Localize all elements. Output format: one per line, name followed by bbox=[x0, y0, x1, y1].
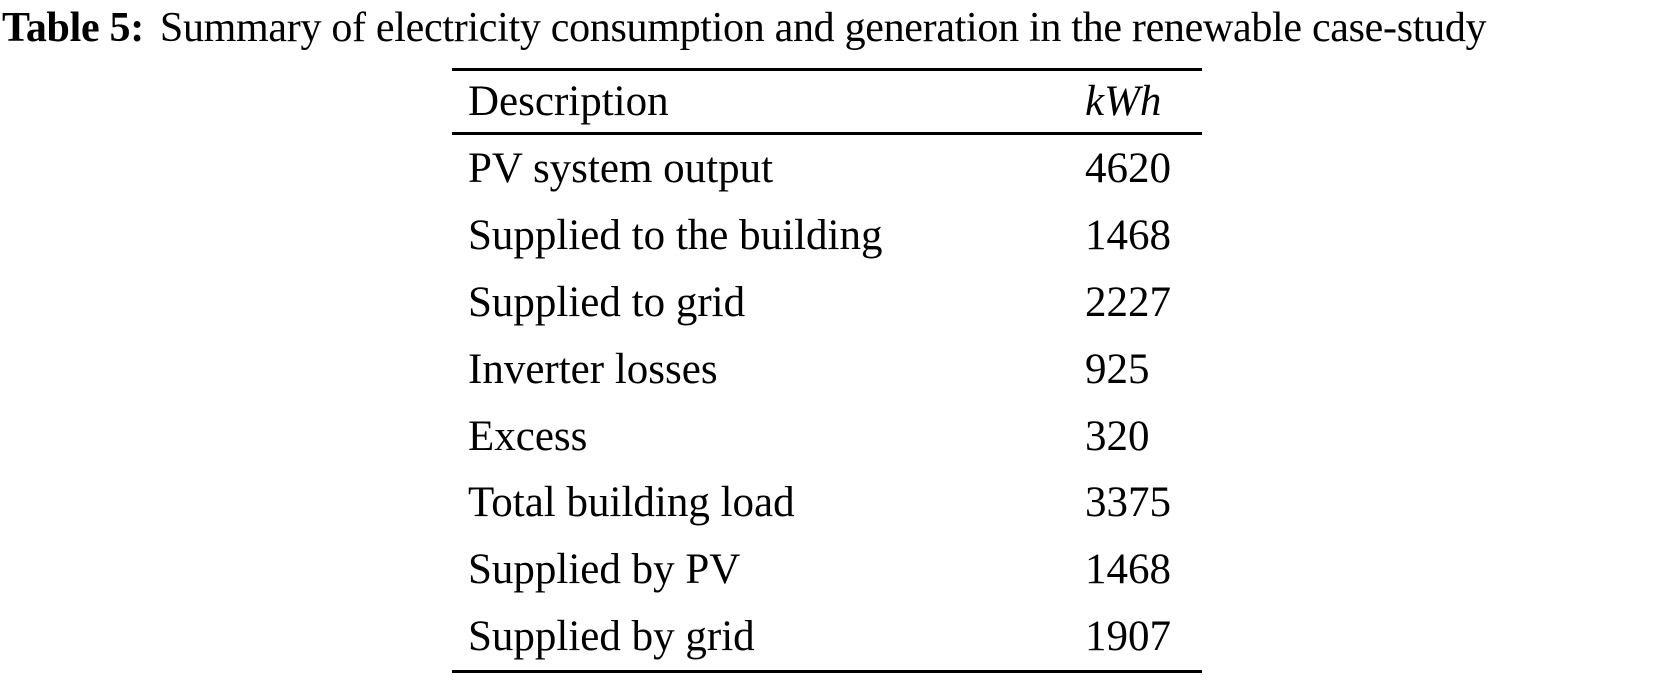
row-description: Supplied to grid bbox=[468, 278, 746, 326]
table-header-row: Description kWh bbox=[452, 71, 1202, 135]
row-value: 1468 bbox=[1085, 546, 1171, 594]
table-row: Inverter losses 925 bbox=[452, 336, 1202, 403]
row-value: 3375 bbox=[1085, 479, 1171, 527]
row-description: Inverter losses bbox=[468, 345, 718, 393]
row-description: Supplied by grid bbox=[468, 613, 755, 661]
table-row: Excess 320 bbox=[452, 403, 1202, 470]
row-description: Total building load bbox=[468, 479, 795, 527]
row-description: Excess bbox=[468, 412, 588, 460]
table-caption: Table 5: Summary of electricity consumpti… bbox=[2, 0, 1657, 56]
table-row: Supplied to grid 2227 bbox=[452, 269, 1202, 336]
column-header-description: Description bbox=[468, 78, 669, 125]
row-value: 925 bbox=[1085, 345, 1150, 393]
row-value: 1468 bbox=[1085, 211, 1171, 259]
table-row: PV system output 4620 bbox=[452, 135, 1202, 202]
table-row: Supplied by grid 1907 bbox=[452, 603, 1202, 670]
table-row: Supplied to the building 1468 bbox=[452, 202, 1202, 269]
summary-table: Description kWh PV system output 4620 Su… bbox=[452, 68, 1202, 674]
row-description: Supplied by PV bbox=[468, 546, 741, 594]
row-value: 4620 bbox=[1085, 144, 1171, 192]
column-header-kwh: kWh bbox=[1085, 78, 1162, 125]
row-value: 2227 bbox=[1085, 278, 1171, 326]
row-description: PV system output bbox=[468, 144, 774, 192]
table-row: Supplied by PV 1468 bbox=[452, 536, 1202, 603]
table-caption-text: Summary of electricity consumption and g… bbox=[159, 5, 1487, 51]
row-description: Supplied to the building bbox=[468, 211, 883, 259]
row-value: 320 bbox=[1085, 412, 1150, 460]
row-value: 1907 bbox=[1085, 613, 1171, 661]
table-caption-label: Table 5: bbox=[2, 5, 144, 51]
table-row: Total building load 3375 bbox=[452, 469, 1202, 536]
